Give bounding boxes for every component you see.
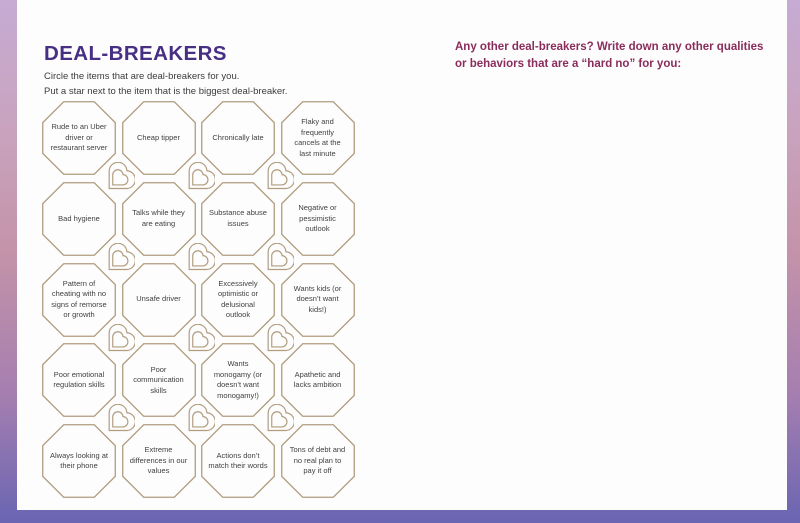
octagon-item: Apathetic and lacks ambition: [281, 343, 355, 417]
octagon-label: Chronically late: [212, 132, 264, 142]
instruction-line-2: Put a star next to the item that is the …: [44, 86, 288, 97]
writing-prompt: Any other deal-breakers? Write down any …: [455, 41, 764, 70]
octagon-shape: [281, 424, 355, 498]
octagon-shape: [122, 424, 196, 498]
octagon-item: Wants monogamy (or doesn’t want monogamy…: [201, 343, 275, 417]
octagon-shape: [122, 182, 196, 256]
octagon-item: Negative or pessimistic outlook: [281, 182, 355, 256]
octagon-shape: [201, 343, 275, 417]
octagon-label: Pattern of cheating with no signs of rem…: [51, 278, 107, 320]
octagon-item: Bad hygiene: [42, 182, 116, 256]
octagon-label: Extreme differences in our values: [129, 445, 188, 476]
octagon-label: Unsafe driver: [136, 294, 181, 304]
right-page: Any other deal-breakers? Write down any …: [400, 0, 787, 510]
octagon-item: Extreme differences in our values: [122, 424, 196, 498]
left-page: DEAL-BREAKERS Circle the items that are …: [17, 0, 400, 510]
octagon-shape: [122, 263, 196, 337]
octagon-shape: [201, 424, 275, 498]
octagon-label: Rude to an Uber driver or restaurant ser…: [50, 122, 108, 153]
heart-icon: [267, 323, 295, 351]
octagon-label: Bad hygiene: [58, 213, 100, 223]
octagon-item: Unsafe driver: [122, 263, 196, 337]
octagon-shape: [281, 182, 355, 256]
octagon-label: Always looking at their phone: [50, 450, 108, 471]
octagon-item: Chronically late: [201, 101, 275, 175]
octagon-shape: [122, 343, 196, 417]
heart-icon: [267, 404, 295, 432]
octagon-label: Cheap tipper: [137, 132, 180, 142]
octagon-label: Wants kids (or doesn’t want kids!): [293, 283, 342, 314]
heart-icon: [108, 323, 136, 351]
deal-breaker-grid: Rude to an Uber driver or restaurant ser…: [42, 101, 355, 498]
instruction-line-1: Circle the items that are deal-breakers …: [44, 71, 240, 82]
octagon-item: Substance abuse issues: [201, 182, 275, 256]
heart-icon: [188, 323, 215, 351]
octagon-item: Actions don’t match their words: [201, 424, 275, 498]
octagon-label: Flaky and frequently cancels at the last…: [294, 117, 341, 158]
octagon-shape: [42, 182, 116, 256]
heart-icon: [108, 242, 136, 270]
octagon-label: Excessively optimistic or delusional out…: [217, 278, 258, 320]
octagon-label: Poor communication skills: [133, 364, 184, 395]
octagon-label: Actions don’t match their words: [208, 450, 268, 471]
octagon-shape: [201, 263, 275, 337]
octagon-label: Tons of debt and no real plan to pay it …: [289, 445, 346, 476]
octagon-item: Poor emotional regulation skills: [42, 343, 116, 417]
octagon-shape: [281, 101, 355, 175]
octagon-item: Rude to an Uber driver or restaurant ser…: [42, 101, 116, 175]
octagon-item: Flaky and frequently cancels at the last…: [281, 101, 355, 175]
octagon-item: Excessively optimistic or delusional out…: [201, 263, 275, 337]
octagon-shape: [42, 343, 116, 417]
octagon-shape: [281, 343, 355, 417]
instructions: Circle the items that are deal-breakers …: [44, 69, 287, 99]
octagon-shape: [42, 101, 116, 175]
octagon-label: Substance abuse issues: [209, 208, 267, 228]
octagon-shape: [122, 101, 196, 175]
octagon-item: Always looking at their phone: [42, 424, 116, 498]
octagon-label: Talks while they are eating: [132, 208, 185, 228]
octagon-shape: [201, 182, 275, 256]
page-title: DEAL-BREAKERS: [44, 42, 227, 65]
heart-icon: [108, 161, 136, 189]
octagon-item: Wants kids (or doesn’t want kids!): [281, 263, 355, 337]
octagon-item: Pattern of cheating with no signs of rem…: [42, 263, 116, 337]
octagon-item: Tons of debt and no real plan to pay it …: [281, 424, 355, 498]
octagon-shape: [281, 263, 355, 337]
octagon-item: Cheap tipper: [122, 101, 196, 175]
octagon-item: Talks while they are eating: [122, 182, 196, 256]
heart-icon: [188, 161, 215, 189]
octagon-shape: [42, 263, 116, 337]
octagon-shape: [201, 101, 275, 175]
octagon-label: Apathetic and lacks ambition: [293, 369, 342, 390]
octagon-label: Wants monogamy (or doesn’t want monogamy…: [213, 359, 263, 400]
heart-icon: [267, 242, 295, 270]
octagon-label: Negative or pessimistic outlook: [298, 203, 337, 234]
heart-icon: [267, 161, 295, 189]
octagon-item: Poor communication skills: [122, 343, 196, 417]
heart-icon: [188, 404, 215, 432]
heart-icon: [188, 242, 215, 270]
octagon-label: Poor emotional regulation skills: [53, 369, 105, 390]
heart-icon: [108, 404, 136, 432]
octagon-shape: [42, 424, 116, 498]
